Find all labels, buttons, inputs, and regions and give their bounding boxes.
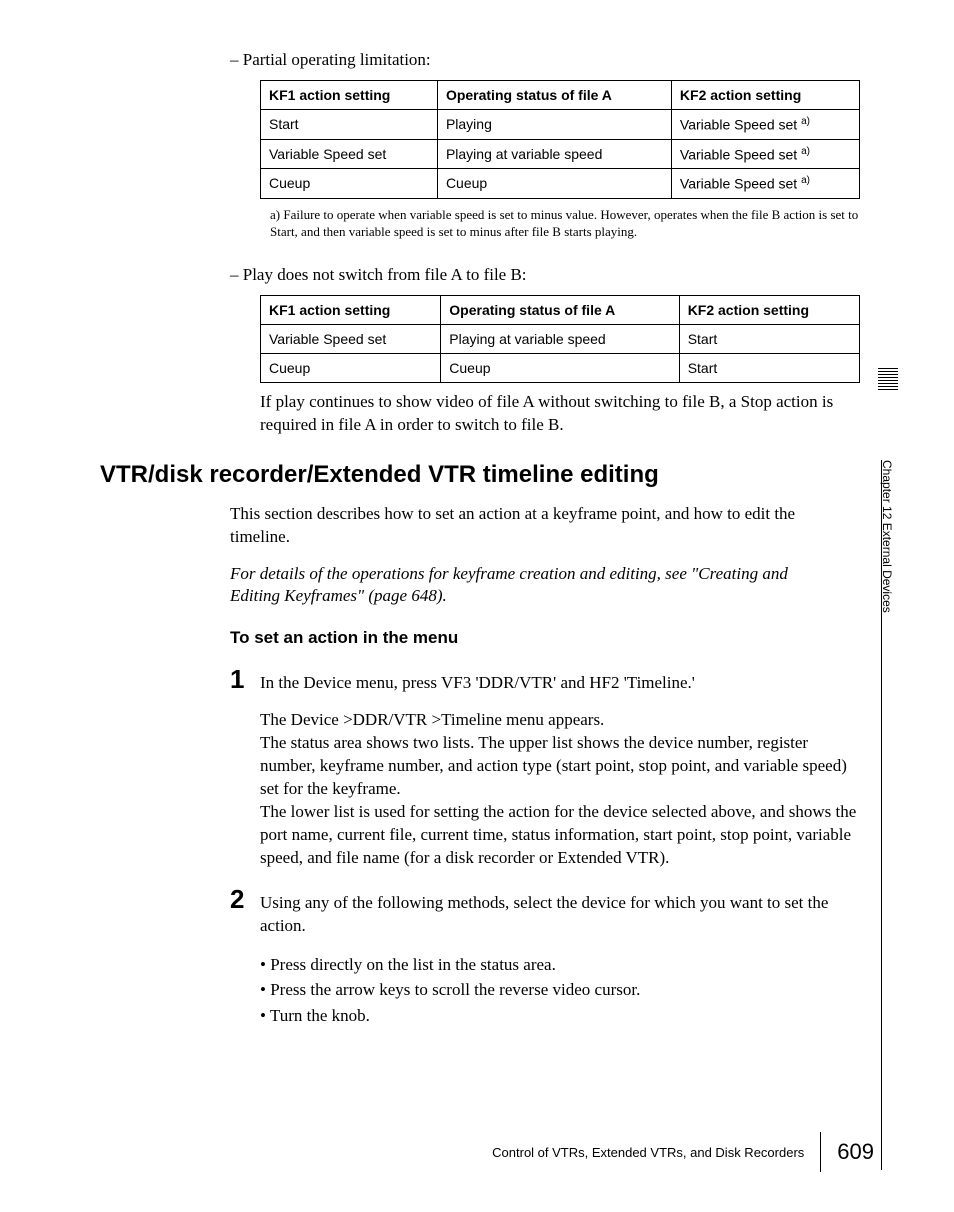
t1-h2: Operating status of file A	[437, 81, 671, 110]
footnote-a: a) Failure to operate when variable spee…	[270, 207, 860, 241]
t2-r1c0: Cueup	[261, 353, 441, 382]
section-p1: This section describes how to set an act…	[230, 503, 830, 549]
bullet-2: Turn the knob.	[260, 1003, 860, 1029]
t1-r1c1: Playing at variable speed	[437, 139, 671, 169]
table-partial-limitation: KF1 action setting Operating status of f…	[260, 80, 860, 199]
dash-item-1: Partial operating limitation:	[230, 50, 860, 70]
t1-h3: KF2 action setting	[671, 81, 859, 110]
step-2-text: Using any of the following methods, sele…	[260, 892, 850, 938]
t2-r0c2: Start	[679, 324, 859, 353]
step-1-body: The Device >DDR/VTR >Timeline menu appea…	[260, 709, 860, 870]
side-tab-lines	[878, 368, 898, 392]
step-1-number: 1	[230, 664, 260, 695]
t1-r0c1: Playing	[437, 110, 671, 140]
step-1-text: In the Device menu, press VF3 'DDR/VTR' …	[260, 672, 850, 695]
t2-r1c1: Cueup	[441, 353, 679, 382]
section-p2: For details of the operations for keyfra…	[230, 563, 830, 609]
footer-page-number: 609	[837, 1139, 874, 1165]
page-content: Partial operating limitation: KF1 action…	[100, 50, 860, 1028]
t1-r0c0: Start	[261, 110, 438, 140]
side-vertical-line	[881, 460, 882, 1170]
t1-r2c1: Cueup	[437, 169, 671, 199]
step-2-number: 2	[230, 884, 260, 915]
section-heading: VTR/disk recorder/Extended VTR timeline …	[100, 461, 860, 489]
footer-title: Control of VTRs, Extended VTRs, and Disk…	[492, 1145, 804, 1160]
t1-r2c0: Cueup	[261, 169, 438, 199]
t2-h2: Operating status of file A	[441, 295, 679, 324]
t2-r1c2: Start	[679, 353, 859, 382]
table-no-switch: KF1 action setting Operating status of f…	[260, 295, 860, 383]
step-2-bullets: Press directly on the list in the status…	[260, 952, 860, 1029]
page-footer: Control of VTRs, Extended VTRs, and Disk…	[492, 1132, 874, 1172]
t1-r0c2: Variable Speed set a)	[671, 110, 859, 140]
t1-r1c2: Variable Speed set a)	[671, 139, 859, 169]
step-1: 1 In the Device menu, press VF3 'DDR/VTR…	[230, 664, 860, 695]
bullet-1: Press the arrow keys to scroll the rever…	[260, 977, 860, 1003]
t1-h1: KF1 action setting	[261, 81, 438, 110]
t2-r0c1: Playing at variable speed	[441, 324, 679, 353]
bullet-0: Press directly on the list in the status…	[260, 952, 860, 978]
t2-h3: KF2 action setting	[679, 295, 859, 324]
step-2: 2 Using any of the following methods, se…	[230, 884, 860, 938]
t1-r2c2: Variable Speed set a)	[671, 169, 859, 199]
after-table2-text: If play continues to show video of file …	[260, 391, 860, 437]
t1-r1c0: Variable Speed set	[261, 139, 438, 169]
t2-r0c0: Variable Speed set	[261, 324, 441, 353]
side-tab-text: Chapter 12 External Devices	[880, 460, 894, 613]
subsection-heading: To set an action in the menu	[230, 628, 860, 648]
t2-h1: KF1 action setting	[261, 295, 441, 324]
footer-separator	[820, 1132, 821, 1172]
dash-item-2: Play does not switch from file A to file…	[230, 265, 860, 285]
